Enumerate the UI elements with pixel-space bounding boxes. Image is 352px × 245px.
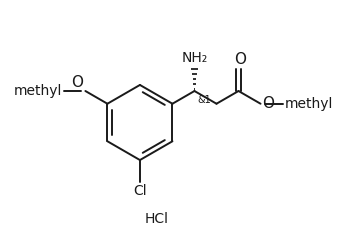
Text: O: O bbox=[262, 96, 274, 111]
Text: NH₂: NH₂ bbox=[181, 51, 208, 65]
Text: O: O bbox=[71, 74, 83, 90]
Text: &1: &1 bbox=[197, 95, 211, 105]
Text: methyl: methyl bbox=[14, 84, 63, 98]
Text: Cl: Cl bbox=[133, 184, 147, 198]
Text: HCl: HCl bbox=[145, 212, 169, 226]
Text: O: O bbox=[234, 52, 246, 67]
Text: methyl: methyl bbox=[285, 97, 333, 111]
